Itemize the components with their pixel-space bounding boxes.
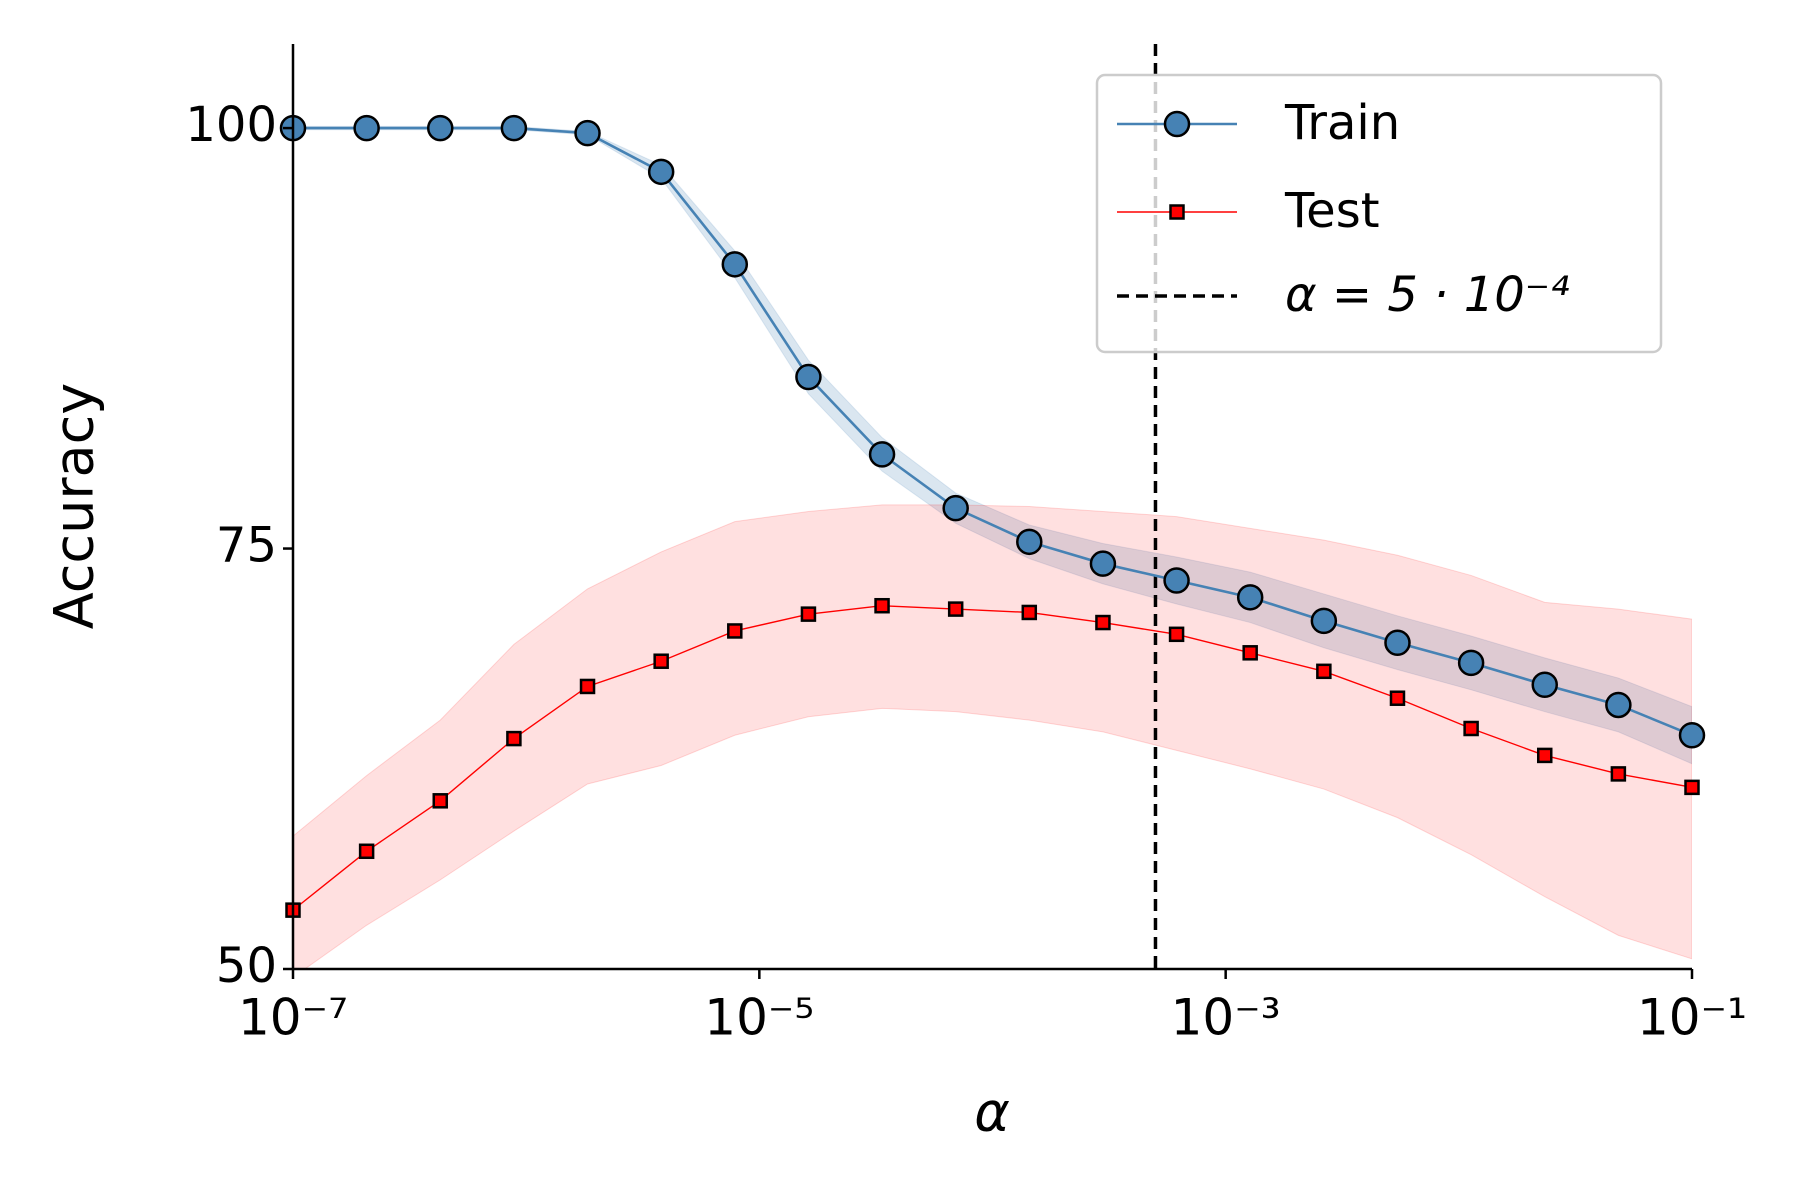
marker	[1021, 604, 1038, 621]
marker	[1310, 607, 1338, 635]
marker	[1389, 690, 1406, 706]
marker	[500, 114, 528, 142]
y-tick-label: 75	[216, 518, 277, 574]
marker	[1531, 671, 1558, 699]
marker	[1678, 721, 1706, 749]
legend-marker	[1169, 204, 1185, 220]
marker	[1384, 629, 1411, 656]
marker	[353, 114, 380, 142]
x-tick-label: 10⁻⁷	[238, 989, 348, 1047]
marker	[647, 158, 675, 186]
marker	[1089, 550, 1117, 577]
marker	[1610, 766, 1627, 782]
error-band	[293, 504, 1692, 969]
y-axis-label: Accuracy	[43, 383, 106, 630]
marker	[579, 678, 596, 695]
marker	[1684, 779, 1700, 796]
y-tick-label: 100	[185, 97, 277, 153]
legend-label: Test	[1284, 183, 1380, 239]
marker	[942, 494, 969, 522]
marker	[1536, 747, 1553, 764]
marker	[432, 793, 449, 809]
error-band	[293, 125, 1692, 765]
marker	[1457, 649, 1485, 677]
marker	[721, 251, 749, 278]
marker	[358, 843, 375, 860]
marker	[574, 119, 601, 147]
legend-box	[1095, 73, 1663, 354]
legend-marker	[1163, 110, 1191, 138]
marker	[1236, 584, 1264, 611]
marker	[1163, 567, 1190, 594]
marker	[1316, 663, 1332, 680]
marker	[800, 606, 817, 622]
marker	[727, 623, 743, 639]
marker	[1095, 614, 1111, 631]
x-tick-label: 10⁻¹	[1637, 989, 1747, 1047]
x-axis-label: α	[974, 1081, 1010, 1144]
marker	[1463, 720, 1479, 737]
legend-label: Train	[1284, 95, 1400, 151]
marker	[1168, 626, 1185, 643]
marker	[653, 653, 669, 669]
marker	[1605, 691, 1632, 719]
marker	[874, 597, 890, 614]
marker	[506, 730, 522, 747]
x-tick-label: 10⁻³	[1171, 989, 1281, 1047]
marker	[1242, 645, 1258, 661]
marker	[947, 601, 964, 617]
marker	[427, 114, 454, 142]
y-tick-label: 50	[216, 938, 277, 994]
marker	[868, 441, 896, 468]
series-line	[292, 605, 1693, 911]
legend-label: α = 5 · 10⁻⁴	[1285, 267, 1569, 323]
marker	[795, 363, 822, 391]
marker	[1016, 528, 1043, 556]
x-tick-label: 10⁻⁵	[704, 989, 814, 1047]
